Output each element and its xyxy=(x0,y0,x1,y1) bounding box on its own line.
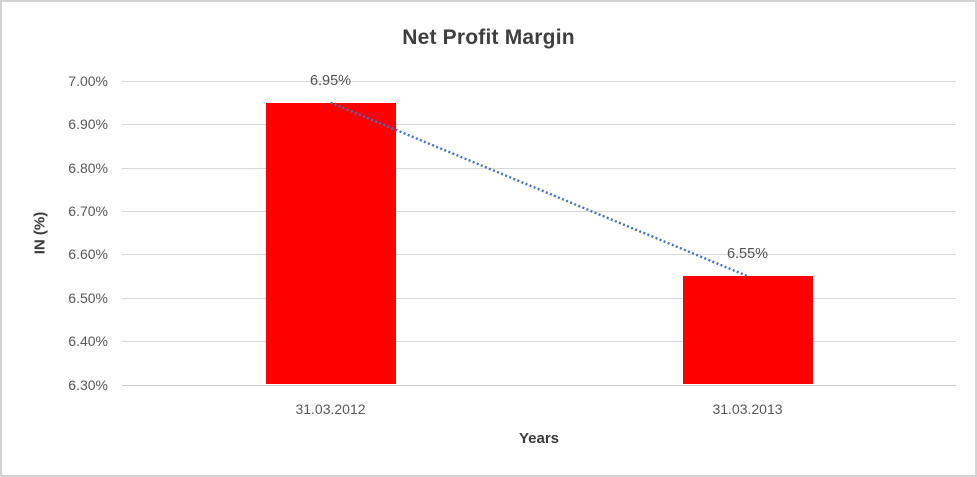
gridline xyxy=(122,124,956,126)
x-tick-label: 31.03.2012 xyxy=(295,400,366,417)
gridline xyxy=(122,384,956,386)
y-tick-label: 6.50% xyxy=(68,289,108,306)
y-tick-label: 6.30% xyxy=(68,376,108,393)
y-tick-label: 7.00% xyxy=(68,73,108,89)
chart-title: Net Profit Margin xyxy=(402,26,575,49)
y-tick-label: 6.60% xyxy=(68,246,108,263)
gridline xyxy=(122,81,956,82)
y-tick-label: 6.80% xyxy=(68,159,108,176)
x-axis-title: Years xyxy=(518,430,560,447)
gridline xyxy=(122,254,956,256)
y-tick-label: 6.40% xyxy=(68,333,108,350)
y-tick-label: 6.70% xyxy=(68,203,108,220)
bar xyxy=(265,102,396,385)
bar-data-label: 6.55% xyxy=(726,246,769,263)
gridline xyxy=(122,341,956,343)
x-tick-label: 31.03.2013 xyxy=(712,400,783,417)
bar-data-label: 6.95% xyxy=(309,72,352,89)
gridline xyxy=(122,167,956,169)
gridline xyxy=(122,297,956,299)
gridline xyxy=(122,211,956,213)
y-tick-label: 6.90% xyxy=(68,116,108,133)
bar xyxy=(682,276,813,385)
